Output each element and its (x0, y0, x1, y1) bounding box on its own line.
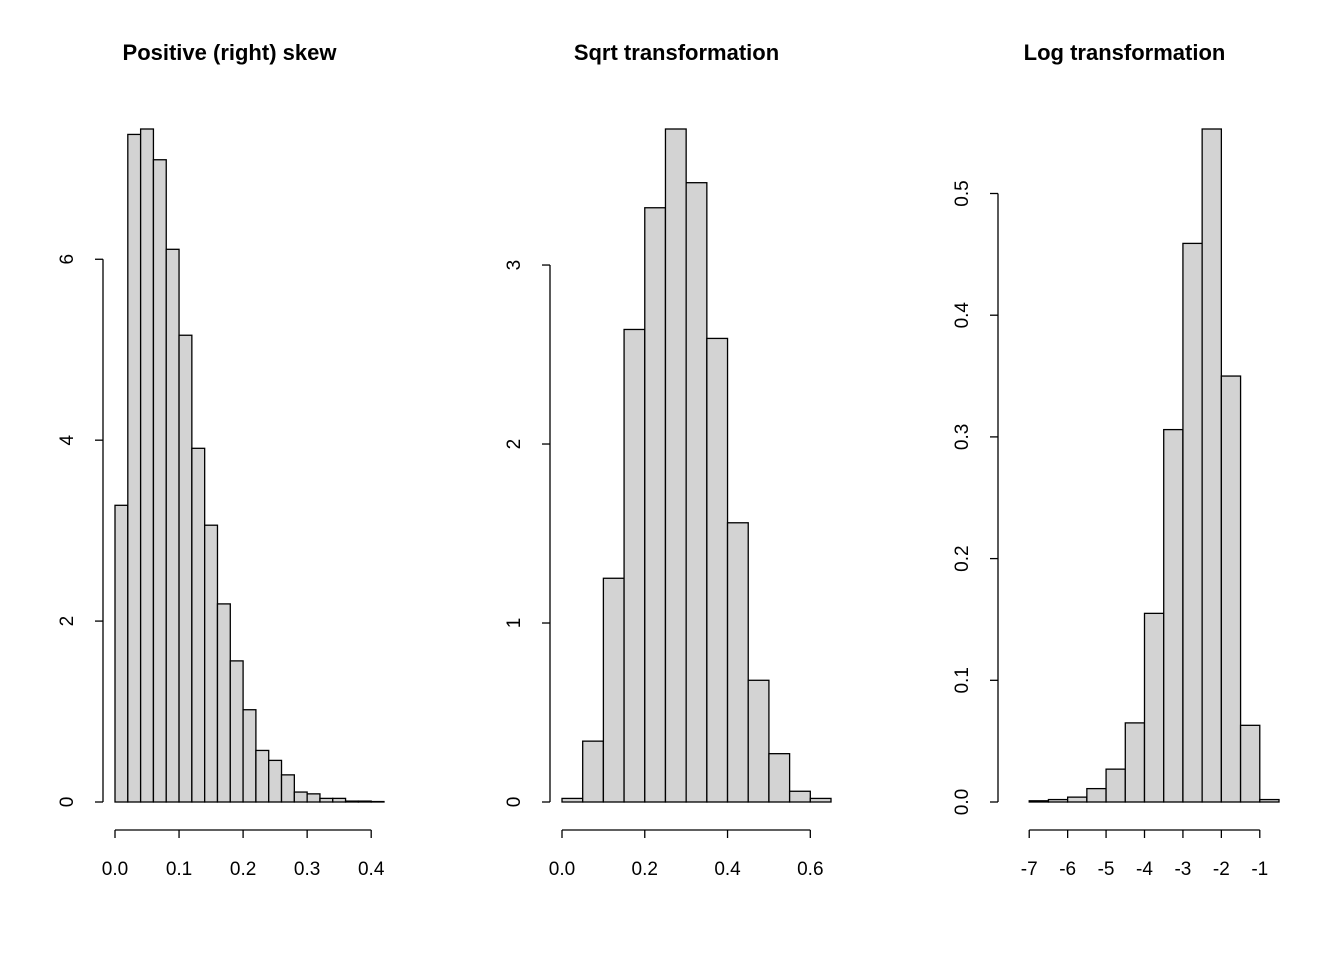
bar (152, 159, 167, 803)
bar (255, 749, 270, 803)
bar (332, 797, 347, 803)
y-tick-label: 2 (504, 439, 525, 450)
x-tick-label: 0.2 (632, 859, 658, 880)
bar (114, 504, 129, 803)
bar (357, 800, 372, 803)
bar (1124, 722, 1146, 803)
bar (561, 797, 584, 803)
bar (664, 128, 687, 803)
bar (280, 774, 295, 803)
bar (1182, 242, 1203, 803)
bar (747, 679, 770, 803)
x-tick-label: 0.2 (230, 859, 256, 880)
x-tick-label: -4 (1136, 859, 1153, 880)
bar (582, 740, 605, 803)
y-tick-label: 1 (504, 618, 525, 629)
y-tick-label: 0.2 (952, 545, 973, 571)
chart-title: Sqrt transformation (574, 40, 779, 65)
x-tick-label: -7 (1021, 859, 1038, 880)
bar (1047, 798, 1069, 803)
x-tick-label: -3 (1174, 859, 1191, 880)
bar (319, 797, 334, 803)
y-tick-label: 4 (57, 434, 78, 445)
bar (268, 759, 283, 803)
chart-title: Log transformation (1024, 40, 1226, 65)
bar (191, 447, 206, 803)
bar (1028, 800, 1050, 803)
y-tick-label: 0.4 (952, 302, 973, 329)
x-tick-label: -5 (1098, 859, 1115, 880)
bar (293, 791, 308, 803)
bar (788, 790, 811, 803)
bar (344, 800, 360, 803)
bar (306, 793, 321, 803)
y-tick-label: 0.1 (952, 667, 973, 693)
bar (1239, 724, 1261, 803)
bar (1201, 128, 1223, 803)
bar (623, 328, 646, 803)
y-tick-label: 0.5 (952, 180, 973, 206)
x-tick-label: 0.0 (102, 859, 128, 880)
bar (1066, 796, 1088, 803)
x-tick-label: 0.1 (166, 859, 192, 880)
y-tick-label: 0.3 (952, 424, 973, 450)
bar (1163, 428, 1184, 803)
bar (685, 182, 708, 803)
x-tick-label: -2 (1213, 859, 1230, 880)
bar (229, 660, 244, 803)
x-tick-label: -1 (1251, 859, 1268, 880)
bar (1259, 798, 1280, 803)
x-tick-label: 0.6 (797, 859, 823, 880)
bar (726, 522, 749, 803)
bar (165, 248, 180, 803)
bar (602, 577, 625, 803)
bar (204, 524, 219, 803)
bar (178, 334, 193, 803)
bar (1143, 612, 1165, 803)
bar (809, 797, 832, 803)
bar (1086, 787, 1107, 803)
bar (242, 709, 257, 803)
bar (127, 133, 142, 803)
x-tick-label: 0.3 (294, 859, 320, 880)
y-tick-label: 0 (57, 797, 78, 808)
y-tick-label: 0 (504, 797, 525, 808)
bar (216, 603, 231, 803)
bar (706, 337, 729, 803)
chart-title: Positive (right) skew (123, 40, 338, 65)
x-tick-label: 0.4 (358, 859, 385, 880)
y-tick-label: 6 (57, 254, 78, 265)
bar (644, 207, 667, 803)
x-tick-label: 0.0 (549, 859, 575, 880)
y-tick-label: 2 (57, 616, 78, 627)
bar (768, 753, 791, 803)
bar (1220, 375, 1242, 803)
bar (139, 128, 155, 803)
y-tick-label: 0.0 (952, 789, 973, 815)
x-tick-label: 0.4 (714, 859, 741, 880)
x-tick-label: -6 (1059, 859, 1076, 880)
y-tick-label: 3 (504, 260, 525, 271)
bar (1105, 768, 1126, 803)
